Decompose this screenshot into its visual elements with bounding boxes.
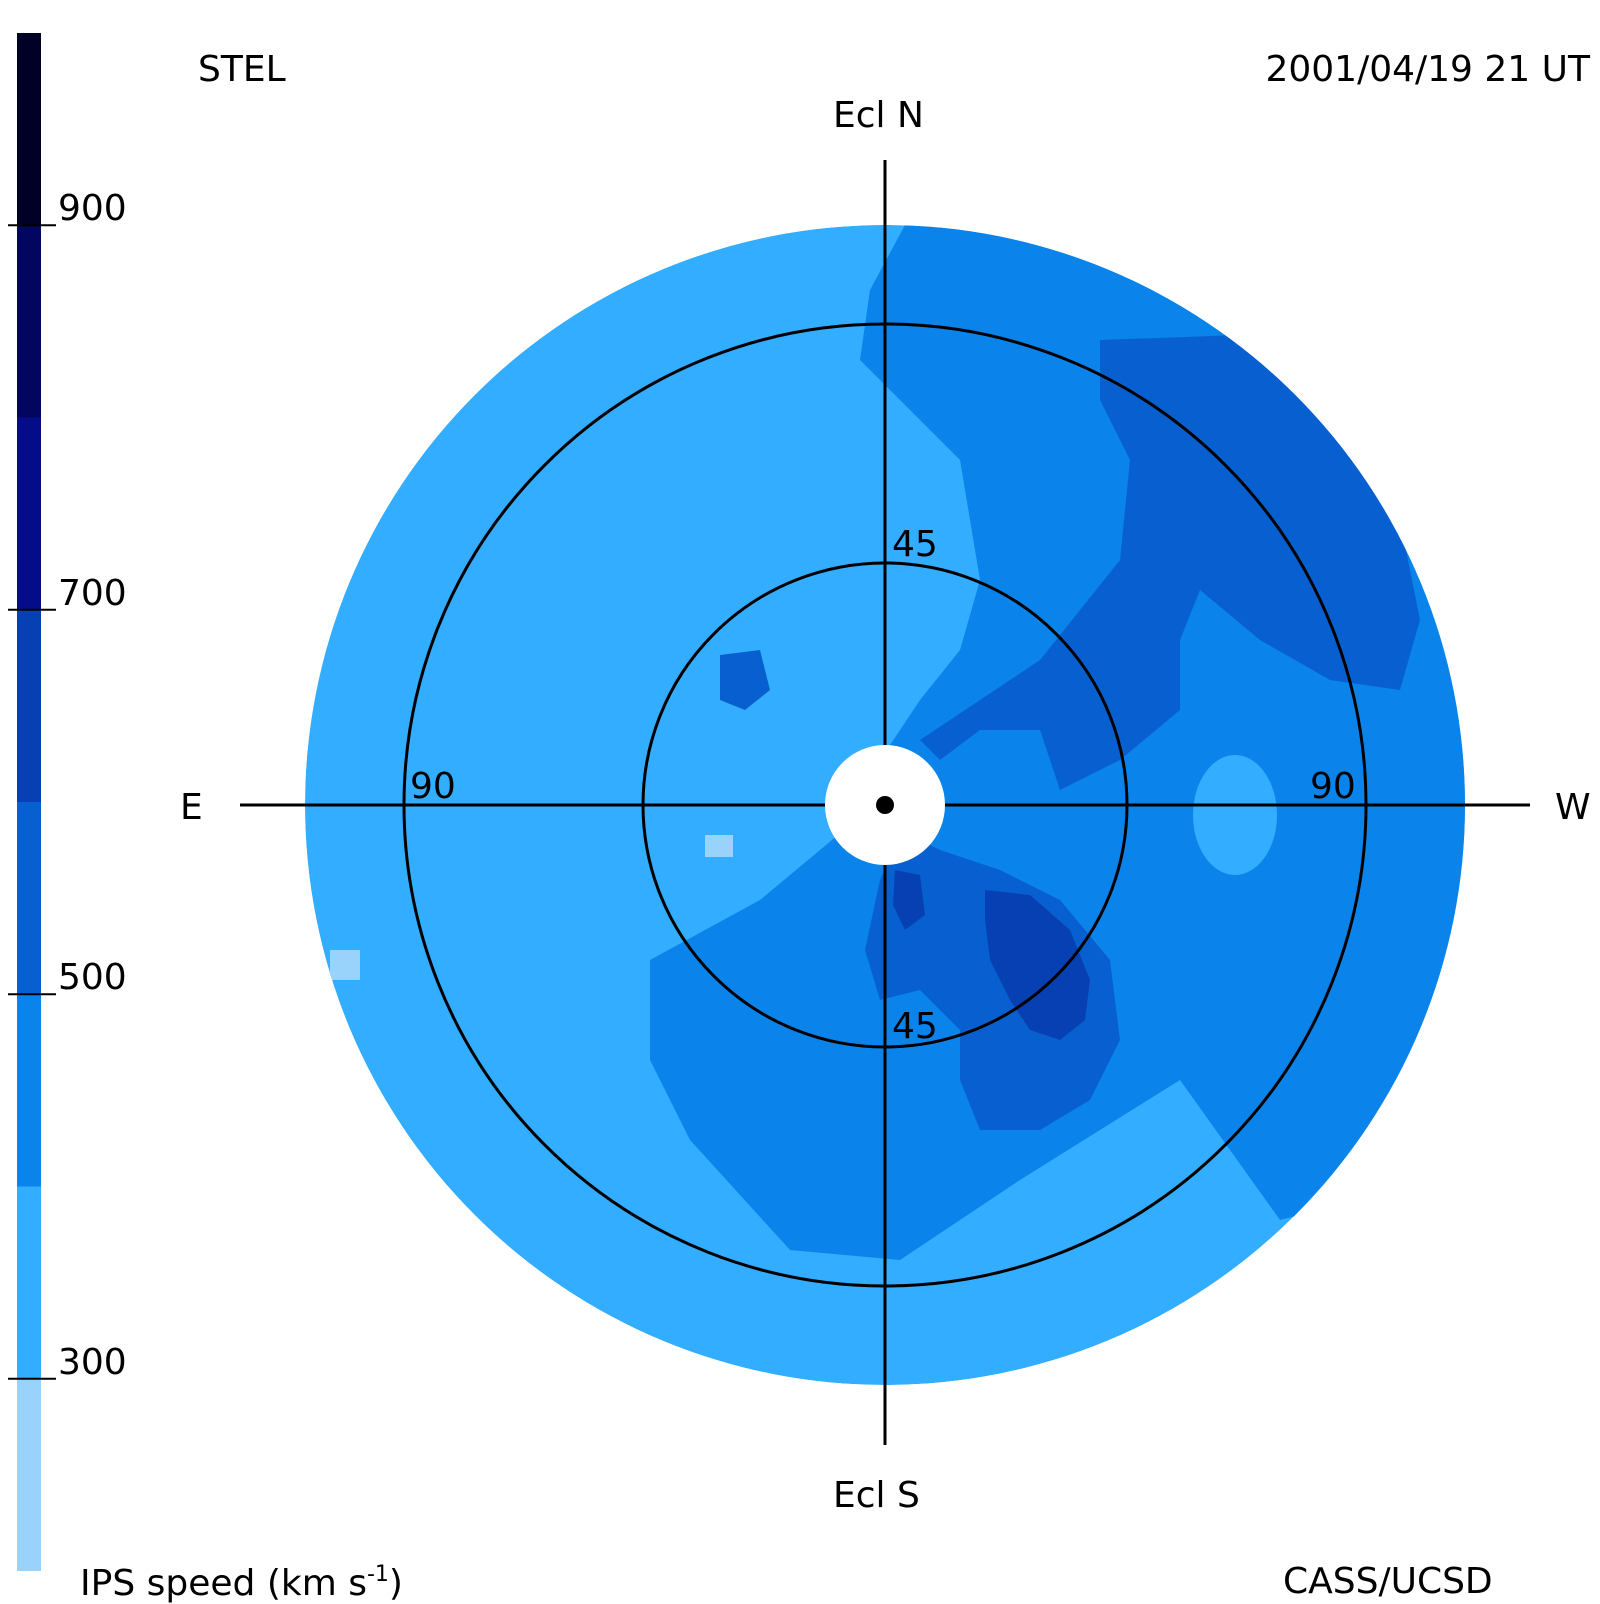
colorbar-bin-600-700	[17, 609, 41, 802]
timestamp-label: 2001/04/19 21 UT	[1265, 49, 1590, 90]
colorbar	[17, 33, 41, 1571]
ring-label-90-west: 90	[1310, 766, 1356, 807]
speed-region-lowest-2	[330, 950, 360, 980]
credit-label: CASS/UCSD	[1283, 1561, 1493, 1602]
colorbar-bin-400-500	[17, 994, 41, 1187]
speed-region-high-e	[720, 650, 770, 710]
colorbar-bin-800-900	[17, 225, 41, 418]
colorbar-bin-700-800	[17, 417, 41, 610]
colorbar-bin-300-400	[17, 1186, 41, 1379]
direction-label-west: W	[1555, 787, 1591, 828]
speed-region-high-sw	[865, 830, 1120, 1130]
colorbar-bin-500-600	[17, 802, 41, 995]
direction-label-east: E	[180, 787, 203, 828]
ring-label-45-south: 45	[892, 1006, 938, 1047]
colorbar-label-end: )	[388, 1563, 403, 1604]
colorbar-tick-label-300: 300	[58, 1341, 127, 1383]
speed-region-peak	[985, 890, 1090, 1040]
speed-region-lowest-1	[705, 835, 733, 857]
colorbar-bin-200-300	[17, 1378, 41, 1571]
ring-label-90-east: 90	[410, 766, 456, 807]
colorbar-label: IPS speed (km s-1)	[80, 1564, 403, 1602]
sun-marker	[876, 796, 894, 814]
ring-label-45-north: 45	[892, 524, 938, 565]
colorbar-label-sup: -1	[366, 1562, 389, 1587]
colorbar-bin-900-1000	[17, 33, 41, 226]
direction-label-north: Ecl N	[833, 95, 924, 136]
speed-region-high-nw	[920, 335, 1420, 790]
direction-label-south: Ecl S	[833, 1475, 920, 1516]
colorbar-tick-label-700: 700	[58, 572, 127, 614]
colorbar-tick-label-900: 900	[58, 188, 127, 230]
source-label: STEL	[198, 49, 286, 90]
speed-region-peak-2	[893, 870, 925, 930]
colorbar-ticks	[8, 224, 56, 1380]
colorbar-tick-label-500: 500	[58, 957, 127, 999]
speed-region-low-w	[1193, 755, 1277, 875]
colorbar-label-main: IPS speed (km s	[80, 1563, 367, 1604]
